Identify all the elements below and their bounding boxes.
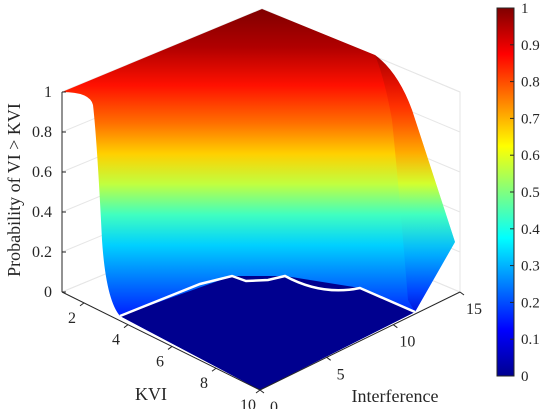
kvi-axis-label: KVI <box>135 384 167 404</box>
z-ticks: 0 0.2 0.4 0.6 0.8 1 <box>32 84 66 301</box>
interference-tick-label: 0 <box>270 399 278 409</box>
kvi-axis-line <box>61 291 261 391</box>
colorbar-tick-label: 0.5 <box>521 185 540 201</box>
kvi-tick-mark <box>167 346 173 350</box>
contour-line <box>119 274 416 318</box>
interference-axis-label: Interference <box>352 386 439 406</box>
interference-tick-label: 15 <box>466 301 482 318</box>
colorbar-tick-label: 0.3 <box>521 259 540 275</box>
colorbar-ticks: 0 0.1 0.2 0.3 0.4 0.5 0.6 0.7 0.8 0.9 1 <box>510 1 540 385</box>
interference-tick-mark <box>326 356 331 361</box>
interference-tick-mark <box>259 389 265 394</box>
colorbar-tick-label: 0.2 <box>521 295 540 311</box>
kvi-tick-label: 10 <box>240 397 256 409</box>
kvi-tick-label: 2 <box>68 310 76 327</box>
surface <box>62 9 455 390</box>
z-tick-label: 1 <box>44 84 52 101</box>
interference-tick-label: 10 <box>399 334 415 351</box>
kvi-tick-label: 4 <box>112 332 120 349</box>
interference-tick-mark <box>393 324 398 329</box>
interference-ticks: 0 5 10 15 <box>259 291 482 409</box>
colorbar-tick-label: 0.8 <box>521 75 540 91</box>
z-tick-label: 0.8 <box>32 124 52 141</box>
kvi-tick-label: 8 <box>200 375 208 392</box>
z-axis-label: Probability of VI > KVI <box>4 103 24 277</box>
kvi-tick-label: 6 <box>156 353 164 370</box>
colorbar-tick-label: 0.9 <box>521 38 540 54</box>
colorbar-tick-label: 0.4 <box>521 222 540 238</box>
colorbar-tick-label: 0.6 <box>521 148 540 164</box>
colorbar: 0 0.1 0.2 0.3 0.4 0.5 0.6 0.7 0.8 0.9 1 <box>496 1 540 385</box>
z-tick-label: 0.2 <box>32 244 52 261</box>
z-tick-label: 0.6 <box>32 164 52 181</box>
kvi-tick-mark <box>79 302 85 307</box>
colorbar-tick-label: 0 <box>521 369 529 385</box>
interference-tick-mark <box>459 291 465 296</box>
z-tick-label: 0 <box>44 284 52 301</box>
interference-axis-line <box>259 291 461 391</box>
kvi-tick-mark <box>123 324 129 329</box>
interference-tick-label: 5 <box>337 366 345 383</box>
kvi-tick-mark <box>211 367 217 372</box>
kvi-ticks: 2 4 6 8 10 <box>68 302 261 409</box>
surface-floor <box>120 276 415 390</box>
axis-lines <box>61 92 461 391</box>
surface-right-edge <box>375 55 455 312</box>
colorbar-tick-label: 1 <box>521 1 529 17</box>
z-tick-label: 0.4 <box>32 204 52 221</box>
colorbar-tick-label: 0.1 <box>521 332 540 348</box>
colorbar-tick-label: 0.7 <box>521 111 540 127</box>
kvi-tick-mark <box>255 389 261 394</box>
